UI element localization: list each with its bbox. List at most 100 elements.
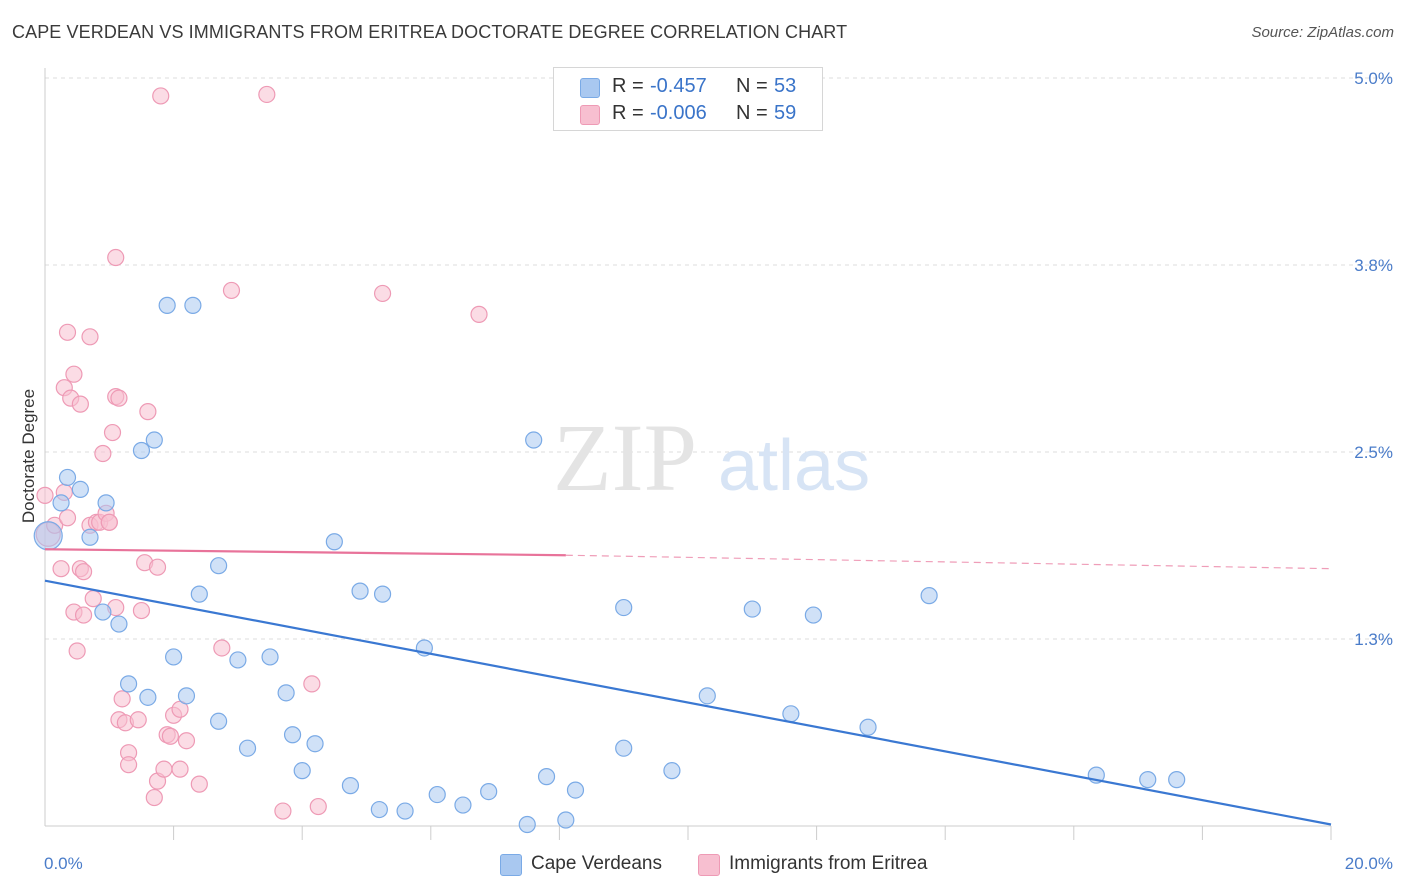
eritrea-point — [152, 87, 170, 105]
eritrea-point — [177, 732, 196, 750]
eritrea-point — [110, 389, 128, 407]
eritrea-point — [65, 365, 83, 383]
gridlines — [45, 77, 1392, 640]
n-label: N = — [736, 75, 768, 97]
eritrea-point — [303, 675, 321, 693]
eritrea-point — [148, 558, 167, 576]
cape-verdean-point — [229, 651, 247, 669]
cape-verdean-point — [518, 815, 536, 834]
cape-verdean-point — [119, 675, 138, 693]
cape-verdean-point — [454, 796, 472, 814]
eritrea-point — [81, 328, 99, 346]
y-tick-labels: 1.3% 2.5% 3.8% 5.0% — [1354, 69, 1393, 649]
y-tick-label: 5.0% — [1354, 69, 1393, 88]
cape-verdean-point — [283, 726, 302, 744]
cape-verdean-point — [615, 598, 633, 617]
trend-lines — [44, 548, 1332, 826]
eritrea-point — [309, 797, 327, 816]
eritrea-point — [113, 690, 131, 708]
cape-verdean-point — [804, 606, 822, 624]
cape-verdean-point — [351, 582, 369, 600]
eritrea-point — [71, 395, 89, 413]
cape-verdean-point — [615, 739, 633, 757]
eritrea-point — [36, 486, 54, 504]
chart-title: CAPE VERDEAN VS IMMIGRANTS FROM ERITREA … — [12, 22, 848, 42]
legend: Cape Verdeans Immigrants from Eritrea — [0, 852, 1406, 878]
watermark-zip: ZIP — [553, 404, 697, 511]
eritrea-point — [74, 606, 93, 624]
eritrea-point — [100, 513, 118, 531]
cape-verdean-point — [557, 811, 575, 829]
cape-verdean-point — [525, 431, 543, 449]
cape-verdean-point — [370, 800, 388, 819]
cape-verdean-point — [1168, 771, 1186, 789]
cape-verdean-point — [94, 603, 112, 621]
cape-verdean-point — [566, 781, 585, 799]
x-tick-label-max: 20.0% — [1345, 854, 1393, 873]
x-tick-labels: 0.0% 20.0% — [44, 854, 1393, 873]
cape-verdean-point — [261, 648, 279, 666]
eritrea-point — [213, 639, 231, 657]
cape-verdean-point — [341, 777, 360, 795]
y-tick-label: 3.8% — [1354, 256, 1393, 275]
eritrea-point — [373, 284, 392, 303]
cape-verdean-point — [306, 735, 324, 753]
stats-swatch-pink — [580, 105, 600, 125]
r-label: R = — [612, 102, 644, 124]
cape-verdean-point — [165, 648, 183, 666]
eritrea-point — [274, 802, 292, 820]
r-value: -0.457 — [650, 75, 707, 97]
cape-verdean-point — [537, 768, 556, 786]
cape-verdean-point — [184, 296, 202, 314]
legend-label: Immigrants from Eritrea — [729, 853, 928, 874]
series-cape-verdeans-points — [33, 296, 1186, 834]
cape-verdean-point — [97, 494, 115, 512]
cape-verdean-point — [177, 687, 196, 705]
eritrea-point — [222, 281, 241, 300]
axes — [44, 68, 1332, 840]
cape-verdean-point — [480, 782, 498, 801]
cape-verdean-point — [1139, 771, 1157, 789]
legend-swatch-blue — [500, 854, 522, 876]
y-tick-label: 2.5% — [1354, 443, 1393, 462]
eritrea-point — [68, 642, 86, 660]
eritrea-point — [161, 727, 179, 745]
eritrea-point — [74, 563, 93, 581]
trend-line-eritrea-extrapolated — [565, 554, 1332, 570]
cape-verdean-point — [920, 587, 938, 605]
stats-swatch-blue — [580, 78, 600, 98]
trend-line-eritrea — [44, 548, 566, 557]
eritrea-point — [58, 323, 77, 341]
cape-verdean-point — [210, 557, 228, 575]
n-label: N = — [736, 102, 768, 124]
cape-verdean-point — [190, 585, 208, 603]
eritrea-point — [470, 305, 488, 323]
cape-verdean-point — [33, 521, 63, 551]
cape-verdean-point — [373, 585, 392, 603]
eritrea-point — [119, 756, 138, 774]
eritrea-point — [52, 560, 70, 578]
cape-verdean-point — [743, 600, 761, 618]
cape-verdean-point — [132, 441, 151, 460]
legend-label: Cape Verdeans — [531, 853, 662, 874]
cape-verdean-point — [210, 712, 228, 730]
cape-verdean-point — [698, 687, 716, 705]
cape-verdean-point — [139, 688, 157, 706]
cape-verdean-point — [110, 615, 128, 633]
stats-box: R = -0.457 N = 53 R = -0.006 N = 59 — [553, 67, 823, 131]
series-eritrea-points — [35, 85, 488, 820]
cape-verdean-point — [428, 785, 446, 804]
eritrea-point — [129, 711, 147, 729]
cape-verdean-point — [859, 718, 877, 736]
cape-verdean-point — [71, 480, 89, 498]
eritrea-point — [190, 775, 208, 793]
eritrea-point — [94, 444, 112, 463]
cape-verdean-point — [145, 431, 163, 449]
cape-verdean-point — [325, 533, 343, 551]
eritrea-point — [155, 760, 173, 778]
cape-verdean-point — [58, 468, 77, 487]
x-tick-label-min: 0.0% — [44, 854, 83, 873]
eritrea-point — [171, 760, 189, 778]
eritrea-point — [103, 423, 122, 442]
